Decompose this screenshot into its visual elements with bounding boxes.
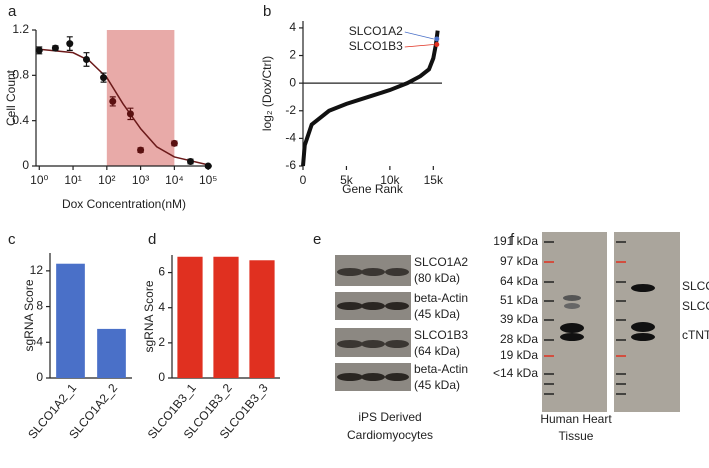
x-tick-label: 5k <box>340 173 354 187</box>
panel-label: e <box>313 231 321 248</box>
panel-label: f <box>510 231 515 248</box>
y-tick-label: 0 <box>36 370 43 384</box>
band-label: SLCO1B3 <box>682 299 709 313</box>
x-tick-label: 10k <box>380 173 400 187</box>
y-tick-label: 1.2 <box>12 22 29 36</box>
x-tick-label: 10¹ <box>64 173 81 187</box>
blot-label: beta-Actin <box>414 291 468 305</box>
caption: Cardiomyocytes <box>347 428 433 442</box>
highlight-point <box>434 41 440 47</box>
y-axis-label: Cell Count <box>4 69 18 126</box>
x-axis-label: Gene Rank <box>342 182 404 196</box>
ladder-label: 97 kDa <box>500 254 538 268</box>
y-axis-label: log₂ (Dox/Ctrl) <box>260 56 274 131</box>
shaded-range <box>106 30 175 166</box>
y-tick-label: 4 <box>36 334 43 348</box>
x-tick-label: 0 <box>300 173 307 187</box>
bar <box>213 256 239 378</box>
x-tick-label: 15k <box>424 173 444 187</box>
y-tick-label: 0 <box>158 370 165 384</box>
data-point <box>137 146 145 154</box>
y-tick-label: -6 <box>285 158 296 172</box>
x-tick-label: 10⁴ <box>165 173 184 187</box>
y-tick-label: 8 <box>36 299 43 313</box>
panel-label: c <box>8 231 16 248</box>
y-tick-label: 2 <box>158 335 165 349</box>
y-tick-label: 6 <box>158 265 165 279</box>
y-tick-label: 12 <box>30 263 44 277</box>
x-tick-label: 10⁵ <box>199 173 217 187</box>
y-tick-label: 0 <box>22 158 29 172</box>
data-point <box>82 55 90 63</box>
ladder-label: 39 kDa <box>500 312 538 326</box>
bar <box>249 260 275 378</box>
annotation: SLCO1B3 <box>349 39 403 53</box>
data-point <box>66 40 74 48</box>
data-point <box>204 162 212 170</box>
ladder-label: 28 kDa <box>500 332 538 346</box>
y-tick-label: -2 <box>285 103 296 117</box>
band-label: SLCO1A2 <box>682 279 709 293</box>
ladder-label: 19 kDa <box>500 348 538 362</box>
y-tick-label: 4 <box>158 300 165 314</box>
y-tick-label: -4 <box>285 131 296 145</box>
y-tick-label: 0 <box>289 75 296 89</box>
blot-label: SLCO1A2 <box>414 255 468 269</box>
caption: Tissue <box>559 429 594 443</box>
blot-label: SLCO1B3 <box>414 328 468 342</box>
y-tick-label: 4 <box>289 20 296 34</box>
ladder-label: 64 kDa <box>500 274 538 288</box>
x-axis-label: Dox Concentration(nM) <box>62 197 186 211</box>
blot-label: (45 kDa) <box>414 307 460 321</box>
ladder-label: <14 kDa <box>493 366 538 380</box>
data-point <box>100 74 108 82</box>
data-point <box>35 46 43 54</box>
blot-label: beta-Actin <box>414 362 468 376</box>
panel-label: a <box>8 3 17 20</box>
ladder-label: 191 kDa <box>493 234 538 248</box>
bar <box>97 328 126 378</box>
fit-curve <box>39 48 209 166</box>
blot-f <box>542 232 680 412</box>
ladder-label: 51 kDa <box>500 293 538 307</box>
blot-label: (64 kDa) <box>414 344 460 358</box>
y-tick-label: 0.8 <box>12 68 29 82</box>
blot-label: (45 kDa) <box>414 378 460 392</box>
y-axis-label: sgRNA Score <box>142 280 156 352</box>
band-label: cTNT <box>682 328 709 342</box>
caption: iPS Derived <box>358 410 421 424</box>
data-point <box>170 139 178 147</box>
blot-e <box>335 255 411 391</box>
annotation-arrow <box>404 31 434 40</box>
bar <box>56 263 85 378</box>
panel-label: d <box>148 231 156 248</box>
y-tick-label: 0.4 <box>12 113 29 127</box>
x-tick-label: 10² <box>98 173 115 187</box>
blot-label: (80 kDa) <box>414 271 460 285</box>
data-point <box>51 44 59 52</box>
annotation-arrow <box>404 44 434 48</box>
caption: Human Heart <box>540 412 612 426</box>
bar <box>177 256 203 378</box>
x-tick-label: 10³ <box>132 173 149 187</box>
panel-label: b <box>263 3 271 20</box>
data-point <box>186 157 194 165</box>
highlight-point <box>434 36 440 42</box>
y-tick-label: 2 <box>289 48 296 62</box>
y-axis-label: sgRNA Score <box>22 279 36 351</box>
annotation: SLCO1A2 <box>349 24 403 38</box>
data-point <box>109 97 117 105</box>
x-tick-label: 10⁰ <box>30 173 48 187</box>
data-point <box>126 110 134 118</box>
rank-curve <box>301 30 440 167</box>
